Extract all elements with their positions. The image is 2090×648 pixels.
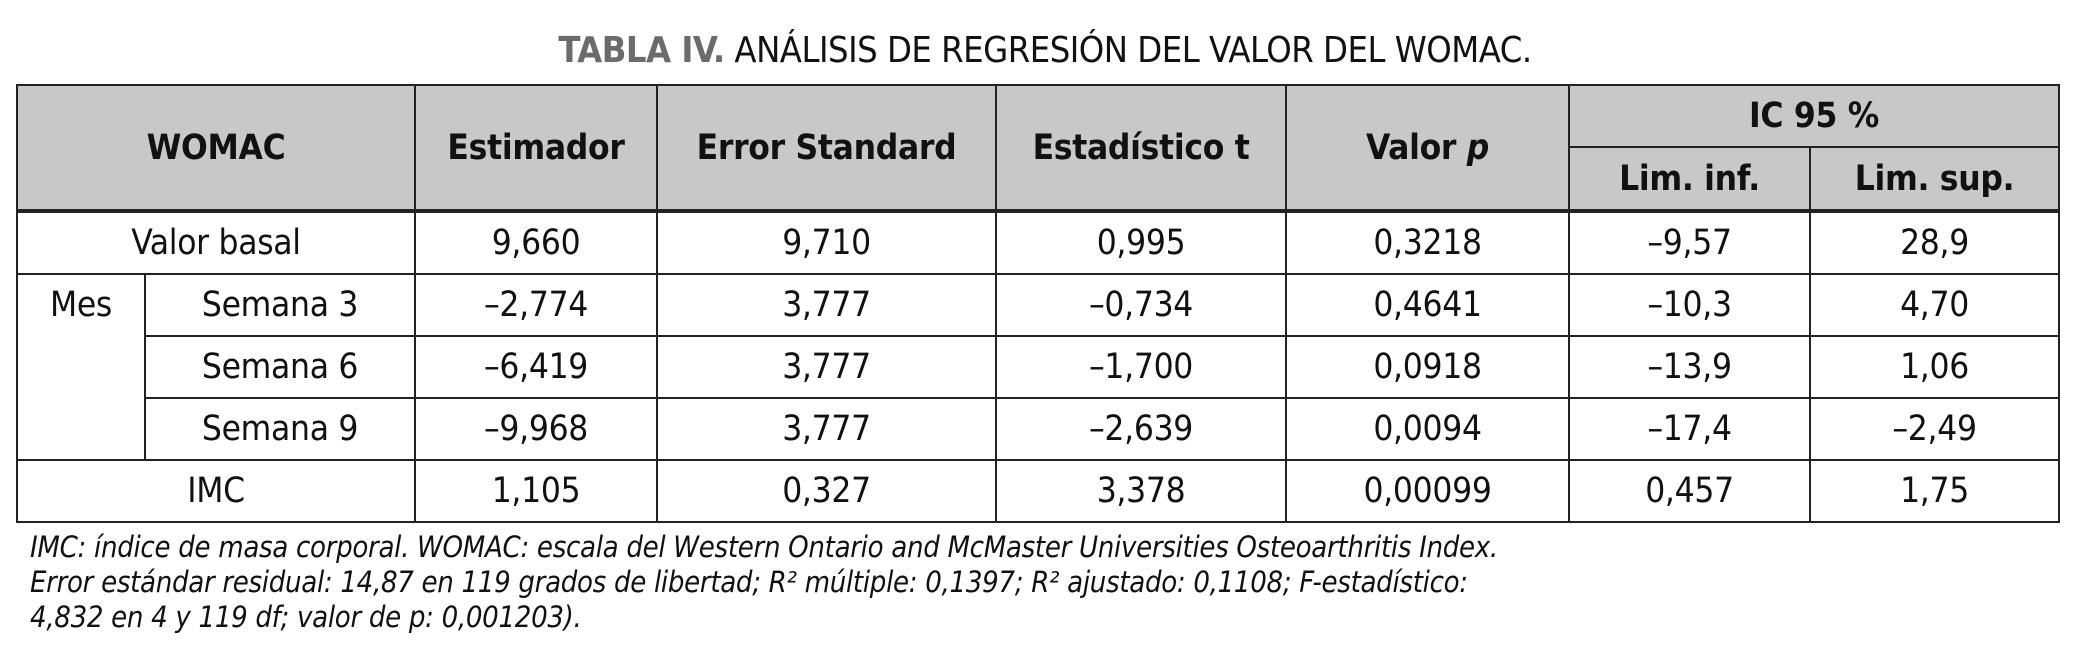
cell: 0,457 (1568, 459, 1812, 523)
table-number: TABLA IV. (558, 30, 725, 71)
cell: 3,777 (656, 335, 998, 399)
cell: 4,70 (1809, 273, 2061, 337)
footnote-line: Error estándar residual: 14,87 en 119 gr… (30, 565, 1468, 599)
cell: 0,00099 (1285, 459, 1571, 523)
cell: –2,774 (414, 273, 659, 337)
cell: –13,9 (1568, 335, 1812, 399)
table-row: Semana 9 –9,968 3,777 –2,639 0,0094 –17,… (17, 397, 2061, 461)
table-title: TABLA IV. ANÁLISIS DE REGRESIÓN DEL VALO… (0, 30, 2090, 71)
table-caption: ANÁLISIS DE REGRESIÓN DEL VALOR DEL WOMA… (734, 30, 1532, 71)
footnote-line: IMC: índice de masa corporal. WOMAC: esc… (30, 530, 1498, 564)
cell: –1,700 (995, 335, 1288, 399)
cell: 1,75 (1809, 459, 2061, 523)
cell: 0,0094 (1285, 397, 1571, 461)
header-estadistico-t: Estadístico t (995, 84, 1288, 212)
table-row: IMC 1,105 0,327 3,378 0,00099 0,457 1,75 (15, 459, 2061, 523)
header-valor-p: Valor p (1285, 84, 1571, 212)
cell: –2,639 (995, 397, 1288, 461)
cell: 9,710 (656, 210, 998, 275)
row-label: Valor basal (15, 210, 417, 275)
row-label: Semana 3 (143, 273, 417, 337)
cell: 0,4641 (1285, 273, 1571, 337)
header-womac: WOMAC (15, 84, 417, 212)
cell: 1,105 (414, 459, 659, 523)
regression-table: WOMAC Estimador Error Standard Estadísti… (15, 84, 2061, 523)
cell: –6,419 (414, 335, 659, 399)
cell: 0,327 (656, 459, 998, 523)
header-lim-inf: Lim. inf. (1568, 146, 1812, 212)
cell: 28,9 (1809, 210, 2061, 275)
table-row: Semana 6 –6,419 3,777 –1,700 0,0918 –13,… (17, 335, 2061, 399)
cell: –9,968 (414, 397, 659, 461)
cell: –9,57 (1568, 210, 1812, 275)
cell: 0,995 (995, 210, 1288, 275)
cell: –10,3 (1568, 273, 1812, 337)
footnote-line: 4,832 en 4 y 119 df; valor de p: 0,00120… (30, 600, 582, 634)
table-row: Mes Semana 3 –2,774 3,777 –0,734 0,4641 … (16, 273, 2061, 461)
cell: –0,734 (995, 273, 1288, 337)
header-error-standard: Error Standard (656, 84, 998, 212)
row-label: IMC (15, 459, 417, 523)
header-ic95: IC 95 % (1568, 84, 2061, 148)
row-label: Semana 9 (143, 397, 417, 461)
header-lim-sup: Lim. sup. (1809, 146, 2061, 212)
cell: 3,378 (995, 459, 1288, 523)
table-row: Valor basal 9,660 9,710 0,995 0,3218 –9,… (15, 210, 2061, 275)
table-footnote: IMC: índice de masa corporal. WOMAC: esc… (30, 530, 2070, 635)
cell: –17,4 (1568, 397, 1812, 461)
header-estimador: Estimador (414, 84, 659, 212)
cell: 3,777 (656, 273, 998, 337)
cell: –2,49 (1809, 397, 2061, 461)
cell: 3,777 (656, 397, 998, 461)
group-label-mes: Mes (16, 273, 146, 461)
cell: 0,0918 (1285, 335, 1571, 399)
cell: 9,660 (414, 210, 659, 275)
cell: 1,06 (1809, 335, 2061, 399)
row-label: Semana 6 (143, 335, 417, 399)
cell: 0,3218 (1285, 210, 1571, 275)
